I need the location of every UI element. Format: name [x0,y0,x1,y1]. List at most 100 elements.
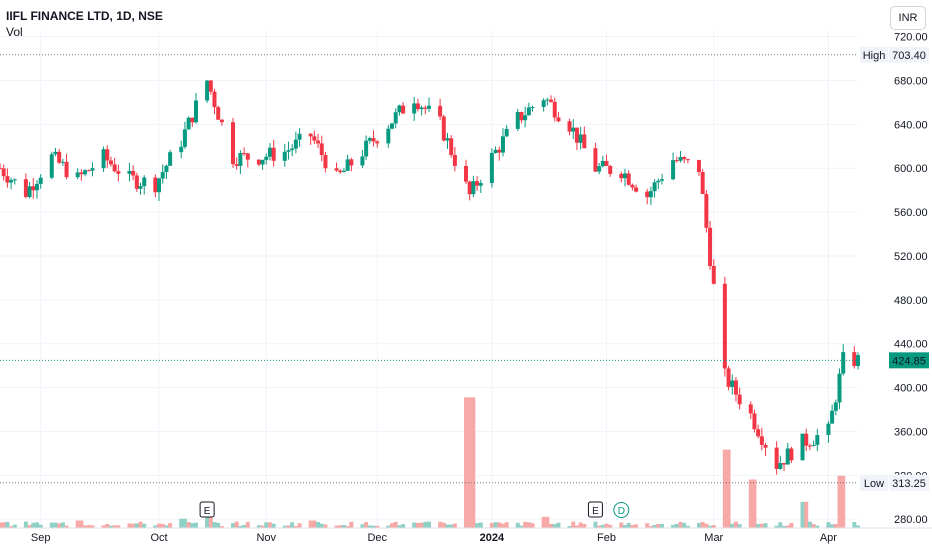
candle-body [678,157,683,161]
candle-body [852,352,857,367]
volume-bar [31,522,36,528]
candle-body [90,168,95,171]
candle-body [116,171,121,174]
candle-body [282,151,287,161]
candle-body [597,166,602,172]
time-axis[interactable]: Sep Oct Nov Dec 2024 Feb Mar Apr [0,527,932,544]
candle-body [127,170,132,174]
candle-body [807,445,812,447]
volume-bar [582,523,587,528]
volume-bar [515,522,520,528]
candle-body [452,155,457,166]
volume-bar [438,521,443,528]
candle-body [401,105,406,114]
volume-bars [0,397,860,528]
candle-body [260,159,265,165]
candle-body [360,156,365,166]
candle-body [441,116,446,141]
volume-bar [57,523,62,528]
candle-body [134,175,139,189]
volume-bar [704,523,709,528]
volume-bar [685,525,690,528]
volume-bar [763,523,768,528]
y-tick-label: 640.00 [894,119,928,131]
volume-bar [212,522,217,528]
low-label-bg [860,474,888,491]
volume-bar [526,522,531,528]
volume-bar [86,524,91,528]
candle-body [733,380,738,395]
volume-bar [833,523,838,528]
volume-bar [722,449,727,528]
volume-bar [478,522,483,528]
candle-body [86,170,91,172]
candle-body [112,164,117,172]
candle-body [153,177,158,193]
candle-body [60,161,65,163]
volume-bar [700,521,705,528]
y-tick-label: 360.00 [894,426,928,438]
volume-bar [552,523,557,528]
volume-bar [138,521,143,528]
volume-bar [604,523,609,528]
candle-body [138,186,143,189]
volume-bar [219,526,224,528]
candle-body [645,191,650,198]
candle-body [293,139,298,149]
y-tick-label: 280.00 [894,514,928,526]
volume-bar [671,524,676,528]
volume-bar [345,526,350,528]
volume-bar [549,523,554,528]
candle-body [674,160,679,162]
candle-body [789,448,794,461]
volume-bar [179,518,184,528]
x-tick-label: Feb [597,532,616,544]
candle-body [0,168,2,170]
candle-body [556,117,561,122]
volume-bar [308,520,313,528]
candle-body [157,178,162,193]
candle-body [519,112,524,121]
candle-body [467,181,472,195]
volume-bar [785,525,790,528]
volume-bar [419,522,424,528]
candle-body [782,463,787,465]
volume-bar [830,524,835,528]
volume-bar [164,525,169,528]
price-axis[interactable]: 720.00 680.00 640.00 600.00 560.00 520.00 480.… [894,32,928,527]
volume-bar [682,522,687,528]
volume-bar [815,525,820,528]
volume-bar [0,522,2,528]
volume-bar [27,525,32,528]
candle-body [131,170,136,176]
volume-bar [541,516,546,528]
candle-body [212,91,217,108]
candle-body [286,150,291,152]
candle-body [371,138,376,142]
candle-body [567,121,572,132]
volume-bar [530,523,535,528]
currency-button[interactable]: INR [890,6,926,30]
candle-body [64,161,69,178]
candle-body [841,352,846,374]
candle-body [9,180,14,183]
candle-body [393,112,398,124]
volume-bar [160,523,165,528]
volume-bar [630,525,635,528]
volume-bar [316,521,321,528]
candle-body [34,183,39,191]
volume-bar [648,526,653,528]
candle-body [49,154,54,178]
candle-body [804,433,809,446]
volume-bar [608,524,613,528]
volume-bar [271,523,276,528]
volume-bar [131,523,136,528]
candle-body [830,410,835,424]
volume-bar [260,525,265,528]
candle-body [552,101,557,118]
candle-body [530,106,535,108]
candle-body [582,134,587,149]
volume-bar [711,525,716,528]
